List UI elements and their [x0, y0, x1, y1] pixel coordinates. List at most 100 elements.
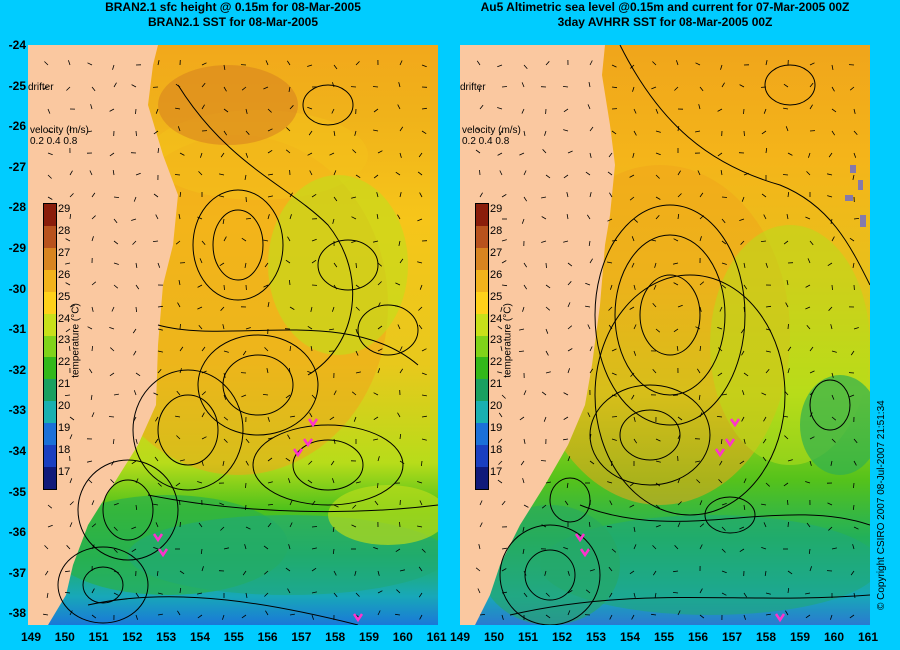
panel-title-left-line2: BRAN2.1 SST for 08-Mar-2005 [147, 15, 319, 29]
x-tick-label: 156 [687, 630, 709, 644]
velocity-arrow [288, 478, 291, 484]
velocity-arrow [651, 613, 657, 616]
velocity-arrow [91, 281, 97, 286]
velocity-arrow [91, 500, 95, 506]
velocity-arrow [287, 588, 291, 594]
velocity-arrow [830, 324, 833, 330]
velocity-arrow [267, 149, 273, 154]
velocity-arrow [219, 195, 225, 198]
velocity-arrow [113, 592, 119, 596]
velocity-arrow [611, 130, 617, 135]
colorbar-tick: 23 [490, 334, 503, 347]
velocity-arrow [784, 435, 789, 440]
velocity-arrow [201, 566, 204, 572]
velocity-arrow [695, 130, 701, 133]
y-tick-label: -27 [8, 159, 26, 174]
velocity-arrow [47, 152, 53, 156]
velocity-arrow [809, 346, 814, 352]
velocity-arrow [831, 394, 835, 400]
velocity-arrow [377, 610, 381, 616]
velocity-arrow [157, 482, 162, 487]
velocity-arrow [523, 390, 527, 396]
colorbar-swatch [44, 225, 56, 248]
velocity-arrow [697, 170, 701, 176]
velocity-arrow [476, 60, 481, 66]
velocity-arrow [853, 218, 860, 220]
velocity-arrow [329, 328, 335, 331]
velocity-arrow [179, 570, 185, 575]
velocity-arrow [91, 412, 95, 418]
velocity-arrow [399, 460, 405, 465]
velocity-arrow [805, 614, 811, 619]
velocity-arrow [91, 345, 93, 352]
velocity-arrow [418, 306, 423, 311]
velocity-arrow [809, 82, 814, 88]
velocity-arrow [262, 394, 269, 396]
velocity-arrow [157, 613, 163, 616]
velocity-arrow [135, 130, 137, 137]
velocity-arrow [629, 306, 635, 310]
velocity-arrow [478, 86, 481, 92]
velocity-arrow [355, 371, 361, 374]
velocity-arrow [721, 82, 725, 88]
velocity-arrow [721, 570, 727, 574]
velocity-arrow [567, 348, 573, 352]
velocity-arrow [135, 614, 138, 620]
velocity-arrow [266, 368, 269, 374]
velocity-arrow [608, 152, 613, 158]
velocity-arrow [133, 350, 137, 356]
velocity-arrow [655, 504, 661, 509]
x-tick-label: 154 [619, 630, 641, 644]
colorbar-left [43, 203, 57, 490]
colorbar-swatch [476, 225, 488, 248]
velocity-arrow [501, 394, 506, 399]
velocity-arrow [475, 567, 481, 572]
velocity-arrow [333, 64, 338, 70]
velocity-arrow [332, 548, 335, 555]
velocity-arrow [765, 60, 768, 66]
velocity-arrow [307, 371, 313, 374]
velocity-arrow [289, 306, 295, 310]
drifter-label-right: drifter [460, 82, 486, 93]
velocity-arrow [853, 482, 855, 489]
velocity-arrow [699, 588, 703, 594]
velocity-arrow [131, 84, 137, 88]
velocity-arrow [522, 306, 525, 312]
velocity-arrow [699, 236, 702, 242]
velocity-arrow [242, 570, 247, 576]
velocity-arrow [676, 346, 679, 352]
velocity-arrow [177, 610, 181, 616]
velocity-arrow [309, 170, 313, 176]
velocity-arrow [289, 415, 295, 418]
velocity-arrow [695, 326, 701, 330]
velocity-arrow [763, 416, 767, 422]
velocity-arrow [220, 526, 225, 531]
velocity-arrow [853, 592, 856, 598]
velocity-arrow [289, 367, 291, 374]
velocity-arrow [153, 547, 159, 550]
velocity-arrow [308, 460, 313, 465]
velocity-arrow [373, 129, 379, 132]
velocity-arrow [631, 236, 635, 242]
velocity-arrow [373, 392, 379, 396]
velocity-arrow [475, 149, 481, 154]
x-tick-label: 155 [223, 630, 244, 644]
velocity-arrow [478, 544, 481, 550]
velocity-arrow [131, 460, 137, 465]
velocity-arrow [286, 60, 291, 66]
velocity-arrow [807, 258, 811, 264]
velocity-arrow [157, 368, 162, 374]
velocity-arrow [699, 306, 702, 312]
velocity-arrow [606, 525, 613, 528]
velocity-arrow [222, 324, 225, 330]
sst-map-left [28, 45, 438, 625]
colorbar-tick: 25 [490, 290, 503, 303]
velocity-arrow [633, 592, 636, 598]
velocity-arrow [355, 61, 360, 66]
x-tick-label: 150 [483, 630, 505, 644]
velocity-arrow [831, 130, 836, 136]
colorbar-swatch [44, 204, 56, 226]
velocity-arrow [241, 614, 247, 619]
velocity-arrow [543, 416, 547, 422]
velocity-arrow [377, 325, 383, 330]
